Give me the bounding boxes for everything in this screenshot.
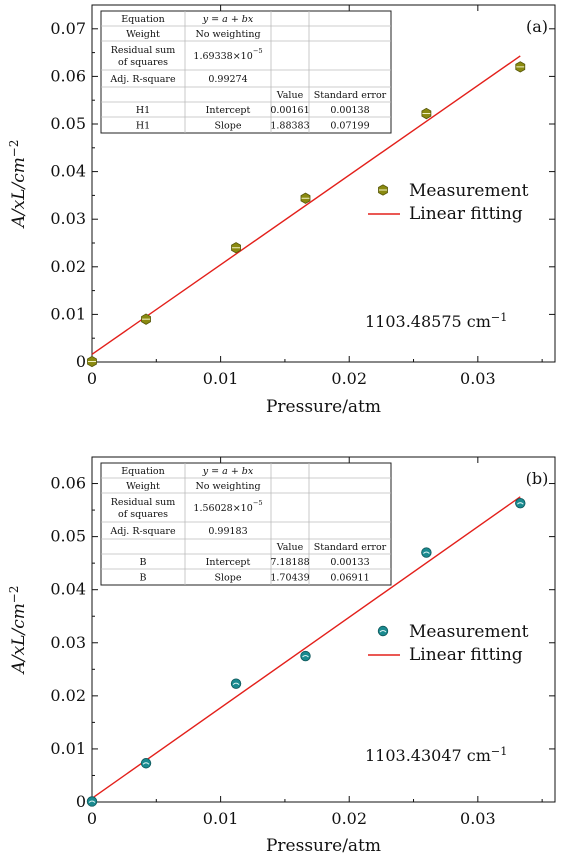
table-cell: B (140, 573, 147, 584)
panel-label: (a) (526, 17, 548, 36)
table-cell-superscript: −5 (253, 47, 263, 55)
data-point-highlight (302, 655, 309, 658)
table-cell: Equation (121, 466, 165, 477)
table-cell: No weighting (195, 481, 260, 492)
y-tick-label: 0.07 (50, 19, 86, 38)
panel-label: (b) (526, 469, 549, 488)
table-cell: 1.70439 (270, 573, 309, 584)
y-tick-label: 0.04 (50, 162, 86, 181)
table-cell: Adj. R-square (109, 526, 176, 537)
table-cell-superscript: −5 (253, 499, 263, 507)
y-tick-label: 0.01 (50, 304, 86, 323)
x-tick-label: 0 (87, 809, 97, 828)
wavenumber-annotation-superscript: −1 (491, 311, 508, 324)
data-point-highlight (88, 800, 96, 803)
table-cell: Standard error (314, 542, 387, 553)
chart-panel-b: 0 0.01 0.02 0.03 0 0.01 0.02 0.03 0.04 0.05 0.06 Pr… (7, 456, 556, 856)
fit-line (91, 55, 521, 355)
y-tick-label: 0.05 (50, 114, 86, 133)
table-cell: Value (276, 542, 304, 553)
table-border (100, 462, 392, 586)
table-cell: Value (276, 90, 304, 101)
y-tick-label: 0.03 (50, 633, 86, 652)
x-tick-label: 0.03 (460, 809, 496, 828)
plot-frame (91, 456, 556, 803)
plot-frame (91, 4, 556, 363)
wavenumber-annotation-superscript: −1 (491, 745, 508, 758)
y-tick-label: 0.01 (50, 739, 86, 758)
fit-statistics-table: Equation y = a + bx Weight No weighting Resi… (100, 10, 392, 134)
table-cell: of squares (118, 509, 168, 520)
table-cell: 7.18188 (270, 557, 309, 568)
table-cell: H1 (136, 105, 150, 116)
y-tick-label: 0.03 (50, 209, 86, 228)
x-tick-label: 0.02 (331, 369, 367, 388)
x-tick-label: 0.03 (460, 369, 496, 388)
table-cell: y = a + bx (202, 466, 254, 477)
table-cell: Residual sum (111, 497, 176, 508)
x-tick-label: 0.01 (203, 369, 239, 388)
table-cell: 1.69338×10−5 (193, 47, 262, 62)
table-cell: Weight (126, 481, 160, 492)
y-tick-label: 0.05 (50, 527, 86, 546)
table-cell: B (140, 557, 147, 568)
wavenumber-annotation: 1103.48575 cm−1 (365, 311, 507, 331)
legend-label-fit: Linear fitting (409, 645, 523, 665)
wavenumber-annotation: 1103.43047 cm−1 (365, 745, 507, 765)
y-tick-label: 0.02 (50, 257, 86, 276)
table-cell: Intercept (206, 557, 251, 568)
table-cell: H1 (136, 121, 150, 132)
legend-label-measurement: Measurement (409, 181, 529, 201)
x-tick-label: 0 (87, 369, 97, 388)
table-cell: 1.88383 (270, 121, 309, 132)
y-axis-label: A/xL/cm−2 (7, 586, 29, 676)
x-tick-label: 0.02 (331, 809, 367, 828)
y-tick-label: 0.04 (50, 580, 86, 599)
table-cell: 0.07199 (330, 121, 369, 132)
fit-line (91, 496, 521, 799)
table-cell: 0.99183 (208, 526, 247, 537)
table-border (100, 10, 392, 134)
y-tick-label: 0 (76, 792, 86, 811)
y-tick-label: 0 (76, 352, 86, 371)
fit-statistics-table: Equation y = a + bx Weight No weighting Resi… (100, 462, 392, 586)
legend-label-measurement: Measurement (409, 622, 529, 642)
table-cell: 0.06911 (330, 573, 369, 584)
table-cell: 0.00138 (330, 105, 369, 116)
legend-marker-highlight (379, 630, 387, 633)
table-cell: 1.56028×10−5 (193, 499, 262, 514)
table-cell: No weighting (195, 29, 260, 40)
y-tick-label: 0.06 (50, 66, 86, 85)
y-axis-label-superscript: −2 (7, 140, 21, 158)
y-tick-label: 0.02 (50, 686, 86, 705)
y-tick-label: 0.06 (50, 474, 86, 493)
x-axis-label: Pressure/atm (266, 836, 381, 856)
table-cell: Adj. R-square (109, 74, 176, 85)
table-cell: 0.99274 (208, 74, 247, 85)
x-axis-label: Pressure/atm (266, 397, 381, 417)
table-cell: Weight (126, 29, 160, 40)
table-cell: Residual sum (111, 45, 176, 56)
table-cell: Equation (121, 14, 165, 25)
data-point-highlight (142, 762, 150, 765)
table-cell: 0.00133 (330, 557, 369, 568)
table-cell: Slope (215, 573, 242, 584)
table-cell: y = a + bx (202, 14, 254, 25)
table-cell: of squares (118, 57, 168, 68)
table-cell: Standard error (314, 90, 387, 101)
x-tick-label: 0.01 (203, 809, 239, 828)
table-cell: Intercept (206, 105, 251, 116)
data-point-highlight (423, 551, 430, 554)
table-cell: 0.00161 (270, 105, 309, 116)
chart-panel-a: 0 0.01 0.02 0.03 0 0.01 0.02 0.03 0.04 0.05 0.06 0.… (7, 4, 556, 417)
legend-label-fit: Linear fitting (409, 204, 523, 224)
y-axis-label: A/xL/cm−2 (7, 140, 29, 230)
data-point-highlight (232, 682, 240, 686)
data-point-highlight (516, 502, 524, 505)
y-axis-label-superscript: −2 (7, 586, 21, 604)
table-cell: Slope (215, 121, 242, 132)
